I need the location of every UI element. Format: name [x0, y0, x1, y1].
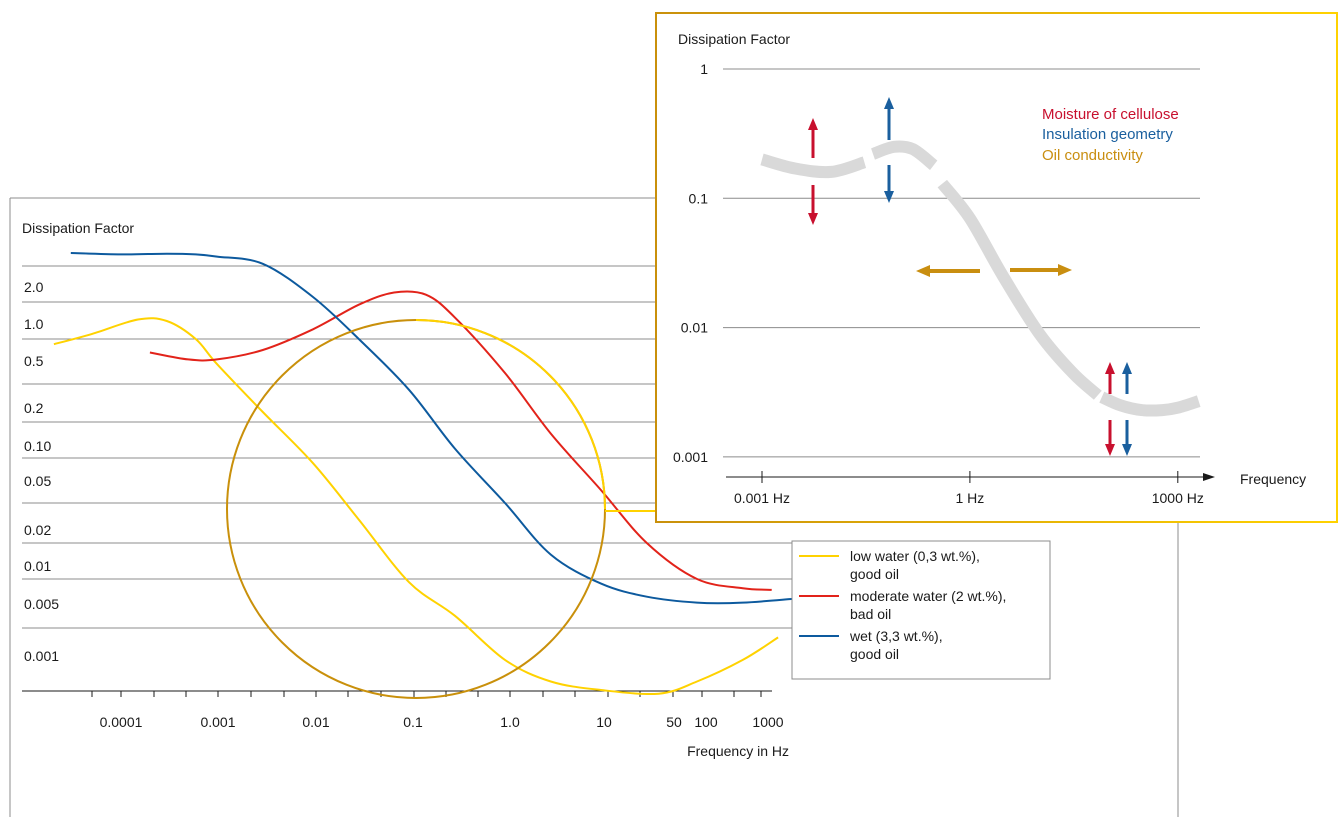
- legend-label: moderate water (2 wt.%),: [850, 588, 1006, 604]
- annotation-moisture: Moisture of cellulose: [1042, 106, 1179, 123]
- inset-x-tick-label: 0.001 Hz: [734, 490, 790, 506]
- main-x-axis-title: Frequency in Hz: [687, 743, 789, 759]
- arrow-head: [1058, 264, 1072, 276]
- main-y-tick-label: 2.0: [24, 279, 44, 295]
- inset-arrows: [808, 97, 1132, 456]
- legend-items: low water (0,3 wt.%), good oil moderate wa…: [799, 548, 1006, 662]
- inset-x-axis-arrowhead: [1203, 473, 1215, 481]
- main-y-tick-label: 0.005: [24, 596, 59, 612]
- main-chart: Dissipation Factor 2.0 1.0 0.5 0.2 0.10 0.05 0…: [9, 197, 1179, 817]
- legend-label: wet (3,3 wt.%),: [849, 628, 943, 644]
- inset-x-axis: [726, 473, 1215, 481]
- inset-y-tick-label: 0.1: [689, 190, 709, 206]
- main-y-tick-label: 0.001: [24, 648, 59, 664]
- arrow-head: [1105, 362, 1115, 374]
- series-line-wet: [70, 252, 794, 605]
- series-line-low-water: [53, 317, 779, 696]
- inset-curve-segment: [760, 153, 867, 179]
- arrow-head: [1122, 444, 1132, 456]
- main-y-tick-label: 0.01: [24, 558, 51, 574]
- main-y-axis-title: Dissipation Factor: [22, 220, 134, 236]
- main-x-tick-label: 1000: [752, 714, 783, 730]
- inset-x-tick-labels: 0.001 Hz 1 Hz 1000 Hz: [734, 490, 1204, 506]
- inset-y-tick-label: 0.001: [673, 449, 708, 465]
- main-y-tick-label: 1.0: [24, 316, 44, 332]
- inset-y-tick-labels: 1 0.1 0.01 0.001: [673, 61, 708, 465]
- arrow-head: [808, 118, 818, 130]
- main-legend: low water (0,3 wt.%), good oil moderate wa…: [791, 540, 1051, 680]
- arrow-head: [808, 213, 818, 225]
- inset-x-axis-title: Frequency: [1240, 471, 1306, 487]
- main-y-tick-label: 0.2: [24, 400, 44, 416]
- main-y-tick-label: 0.02: [24, 522, 51, 538]
- inset-x-ticks: [761, 471, 1179, 483]
- main-x-tick-label: 0.1: [403, 714, 423, 730]
- main-y-tick-label: 0.10: [24, 438, 51, 454]
- inset-y-tick-label: 1: [700, 61, 708, 77]
- inset-x-tick-label: 1 Hz: [956, 490, 985, 506]
- highlight-circle-yellow-arc: [415, 319, 606, 510]
- main-x-tick-label: 50: [666, 714, 682, 730]
- legend-label: low water (0,3 wt.%),: [850, 548, 980, 564]
- main-x-tick-label: 100: [694, 714, 718, 730]
- legend-label-line2: good oil: [850, 646, 899, 662]
- inset-annotations: Moisture of cellulose Insulation geometr…: [1042, 106, 1179, 164]
- inset-chart: Dissipation Factor 1 0.1 0.01 0.001 0.001 H…: [655, 12, 1338, 523]
- annotation-geometry: Insulation geometry: [1042, 126, 1173, 143]
- main-x-tick-label: 1.0: [500, 714, 520, 730]
- inset-curve-segment: [937, 179, 1102, 400]
- main-series: [53, 252, 794, 696]
- main-grid: [22, 265, 792, 629]
- inset-y-axis-title: Dissipation Factor: [678, 31, 790, 47]
- main-x-tick-label: 0.01: [302, 714, 329, 730]
- legend-label-line2: bad oil: [850, 606, 891, 622]
- inset-y-tick-label: 0.01: [681, 320, 708, 336]
- arrow-head: [1105, 444, 1115, 456]
- main-y-tick-label: 0.05: [24, 473, 51, 489]
- main-x-tick-label: 0.0001: [100, 714, 143, 730]
- main-x-tick-labels: 0.0001 0.001 0.01 0.1 1.0 10 50 100 1000: [100, 714, 784, 730]
- legend-box: [791, 540, 1051, 680]
- series-line-moderate-water: [149, 290, 772, 591]
- inset-curve-segment: [1099, 391, 1201, 417]
- inset-curve: [760, 140, 1201, 417]
- inset-curve-segment: [870, 140, 938, 171]
- main-y-tick-labels: 2.0 1.0 0.5 0.2 0.10 0.05 0.02 0.01 0.005 0.001: [24, 279, 59, 664]
- arrow-head: [1122, 362, 1132, 374]
- main-y-tick-label: 0.5: [24, 353, 44, 369]
- arrow-head: [916, 265, 930, 277]
- main-x-tick-label: 0.001: [200, 714, 235, 730]
- main-x-tick-label: 10: [596, 714, 612, 730]
- arrow-head: [884, 191, 894, 203]
- arrow-head: [884, 97, 894, 109]
- annotation-oil: Oil conductivity: [1042, 147, 1143, 164]
- inset-x-tick-label: 1000 Hz: [1152, 490, 1204, 506]
- highlight-circle: [226, 319, 606, 699]
- legend-label-line2: good oil: [850, 566, 899, 582]
